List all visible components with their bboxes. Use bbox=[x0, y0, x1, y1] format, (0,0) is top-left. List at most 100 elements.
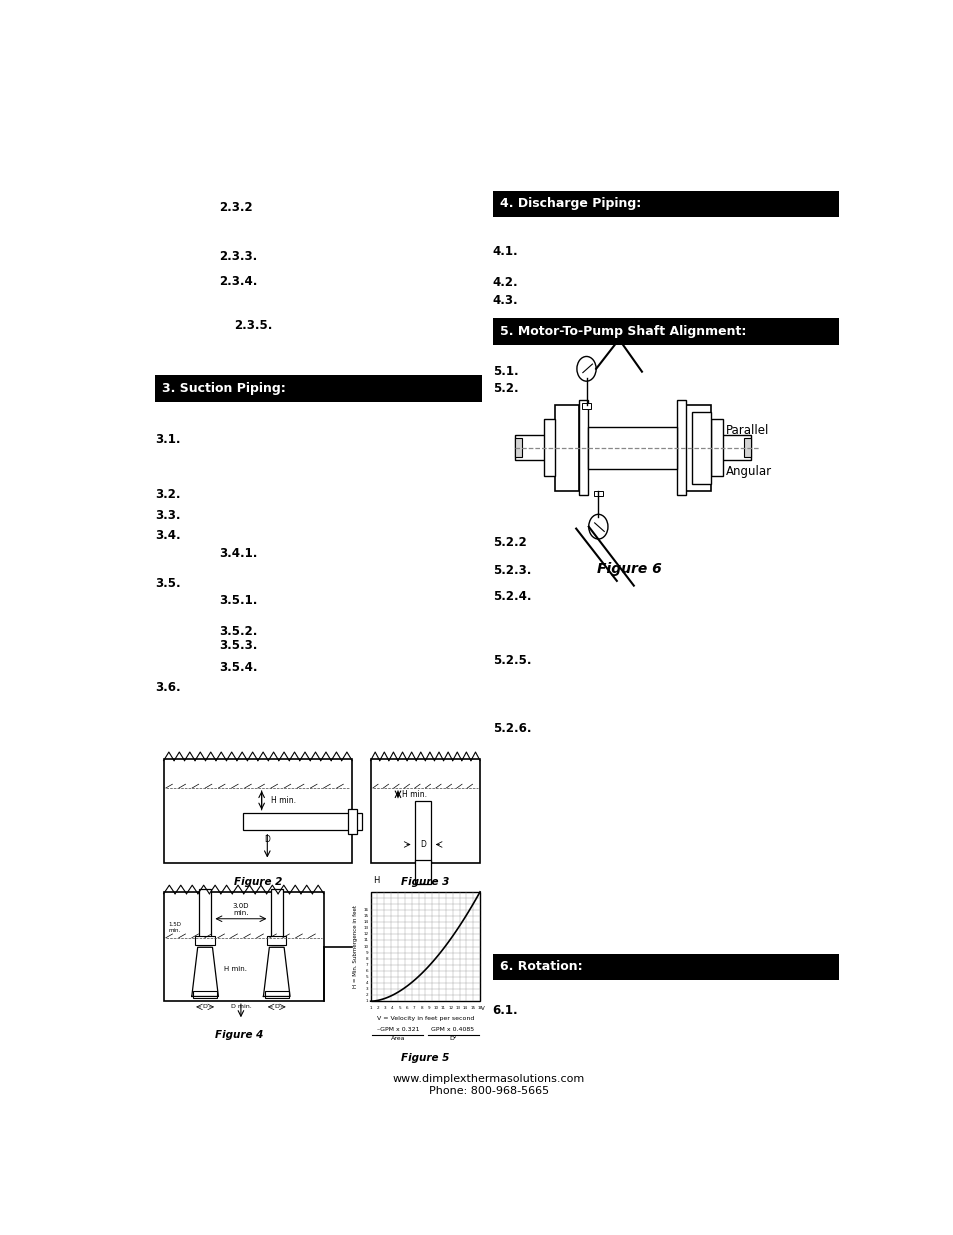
Bar bbox=[267, 936, 286, 945]
Bar bbox=[370, 758, 479, 863]
Text: 9: 9 bbox=[427, 1007, 430, 1010]
Text: 5.2.4.: 5.2.4. bbox=[492, 590, 531, 604]
Text: 3.4.: 3.4. bbox=[154, 529, 180, 542]
Text: 3.6.: 3.6. bbox=[154, 680, 180, 694]
Text: 3: 3 bbox=[383, 1007, 386, 1010]
Bar bbox=[154, 375, 481, 403]
Bar bbox=[594, 490, 602, 496]
Bar bbox=[581, 403, 590, 409]
Text: 11: 11 bbox=[363, 939, 368, 942]
Bar bbox=[265, 990, 288, 998]
Bar bbox=[578, 400, 587, 495]
Bar bbox=[710, 436, 751, 461]
Text: 8: 8 bbox=[365, 957, 368, 961]
Bar bbox=[271, 888, 282, 945]
Text: www.dimplexthermasolutions.com: www.dimplexthermasolutions.com bbox=[393, 1074, 584, 1084]
Bar bbox=[692, 411, 710, 484]
Text: H = Min. Submergence in feet: H = Min. Submergence in feet bbox=[353, 905, 358, 988]
Text: 3. Suction Piping:: 3. Suction Piping: bbox=[162, 383, 286, 395]
Text: 5.1.: 5.1. bbox=[492, 366, 517, 378]
Text: Figure 4: Figure 4 bbox=[214, 1030, 263, 1040]
Text: 4: 4 bbox=[366, 981, 368, 986]
Text: 3.5.: 3.5. bbox=[154, 577, 180, 590]
Bar bbox=[710, 419, 721, 477]
Bar bbox=[415, 861, 431, 884]
Text: 5: 5 bbox=[398, 1007, 400, 1010]
Text: 5. Motor-To-Pump Shaft Alignment:: 5. Motor-To-Pump Shaft Alignment: bbox=[499, 325, 745, 338]
Text: 1.5D
min.: 1.5D min. bbox=[169, 923, 181, 932]
Text: V: V bbox=[480, 1007, 484, 1011]
Bar bbox=[543, 419, 555, 477]
Bar bbox=[370, 892, 479, 1002]
Text: Area: Area bbox=[391, 1036, 405, 1041]
Text: 4. Discharge Piping:: 4. Discharge Piping: bbox=[499, 198, 640, 210]
Text: H: H bbox=[373, 876, 379, 885]
Bar bbox=[243, 813, 361, 830]
Text: D: D bbox=[274, 1004, 279, 1009]
Text: 8: 8 bbox=[420, 1007, 422, 1010]
Text: 9: 9 bbox=[365, 951, 368, 955]
Text: 2.3.4.: 2.3.4. bbox=[219, 274, 257, 288]
Text: Figure 3: Figure 3 bbox=[400, 877, 449, 887]
Bar bbox=[515, 438, 521, 457]
Text: 2: 2 bbox=[376, 1007, 379, 1010]
Text: Figure 5: Figure 5 bbox=[400, 1052, 449, 1062]
Text: 2.3.5.: 2.3.5. bbox=[233, 320, 272, 332]
Text: 12: 12 bbox=[448, 1007, 453, 1010]
Text: 1: 1 bbox=[369, 1007, 372, 1010]
Text: GPM x 0.4085: GPM x 0.4085 bbox=[431, 1026, 474, 1032]
Text: 3.1.: 3.1. bbox=[154, 433, 180, 447]
Text: 15: 15 bbox=[363, 914, 368, 918]
Text: H min.: H min. bbox=[401, 789, 426, 799]
Text: V = Velocity in feet per second: V = Velocity in feet per second bbox=[376, 1016, 474, 1021]
Text: Phone: 800-968-5665: Phone: 800-968-5665 bbox=[429, 1086, 548, 1095]
Text: 4: 4 bbox=[391, 1007, 394, 1010]
Text: 2.3.3.: 2.3.3. bbox=[219, 249, 257, 263]
Text: 13: 13 bbox=[456, 1007, 460, 1010]
Bar bbox=[348, 809, 357, 834]
Text: D min.: D min. bbox=[231, 1004, 251, 1009]
Text: 3: 3 bbox=[365, 987, 368, 990]
Text: 3.3.: 3.3. bbox=[154, 509, 180, 521]
Text: H min.: H min. bbox=[224, 967, 247, 972]
Text: 3.5.2.: 3.5.2. bbox=[219, 625, 257, 637]
Bar bbox=[415, 800, 431, 863]
Text: 5.2.: 5.2. bbox=[492, 382, 517, 395]
Bar bbox=[677, 400, 685, 495]
Text: 5.2.2: 5.2.2 bbox=[492, 536, 526, 550]
Bar bbox=[743, 438, 751, 457]
Text: 3.0D
min.: 3.0D min. bbox=[233, 903, 249, 916]
Text: –GPM x 0.321: –GPM x 0.321 bbox=[376, 1026, 418, 1032]
Text: D²: D² bbox=[449, 1036, 456, 1041]
Text: 2: 2 bbox=[365, 993, 368, 997]
Text: 5.2.6.: 5.2.6. bbox=[492, 721, 531, 735]
Text: 14: 14 bbox=[363, 920, 368, 924]
Text: 3.2.: 3.2. bbox=[154, 488, 180, 500]
Text: D: D bbox=[202, 1004, 208, 1009]
Text: 5.2.3.: 5.2.3. bbox=[492, 563, 531, 577]
Text: 5: 5 bbox=[365, 974, 368, 979]
Bar bbox=[199, 888, 211, 945]
Text: 10: 10 bbox=[363, 945, 368, 948]
Text: 7: 7 bbox=[365, 963, 368, 967]
Text: 16: 16 bbox=[477, 1007, 482, 1010]
Text: 2.3.2: 2.3.2 bbox=[219, 201, 253, 215]
Bar bbox=[555, 405, 578, 490]
Text: 5.2.5.: 5.2.5. bbox=[492, 655, 531, 667]
Text: 12: 12 bbox=[363, 932, 368, 936]
Text: 3.5.3.: 3.5.3. bbox=[219, 638, 257, 652]
Text: 11: 11 bbox=[440, 1007, 446, 1010]
Bar bbox=[492, 953, 838, 981]
Text: 4.3.: 4.3. bbox=[492, 294, 517, 306]
Bar bbox=[164, 758, 352, 863]
Text: 10: 10 bbox=[434, 1007, 438, 1010]
Text: 4.1.: 4.1. bbox=[492, 246, 517, 258]
Text: 6. Rotation:: 6. Rotation: bbox=[499, 961, 582, 973]
Text: Parallel: Parallel bbox=[724, 424, 768, 437]
Text: 3.4.1.: 3.4.1. bbox=[219, 547, 257, 559]
Text: Figure 2: Figure 2 bbox=[233, 877, 282, 887]
Text: 7: 7 bbox=[413, 1007, 416, 1010]
Text: H min.: H min. bbox=[271, 795, 295, 805]
Text: 6: 6 bbox=[365, 968, 368, 973]
Text: 15: 15 bbox=[470, 1007, 475, 1010]
